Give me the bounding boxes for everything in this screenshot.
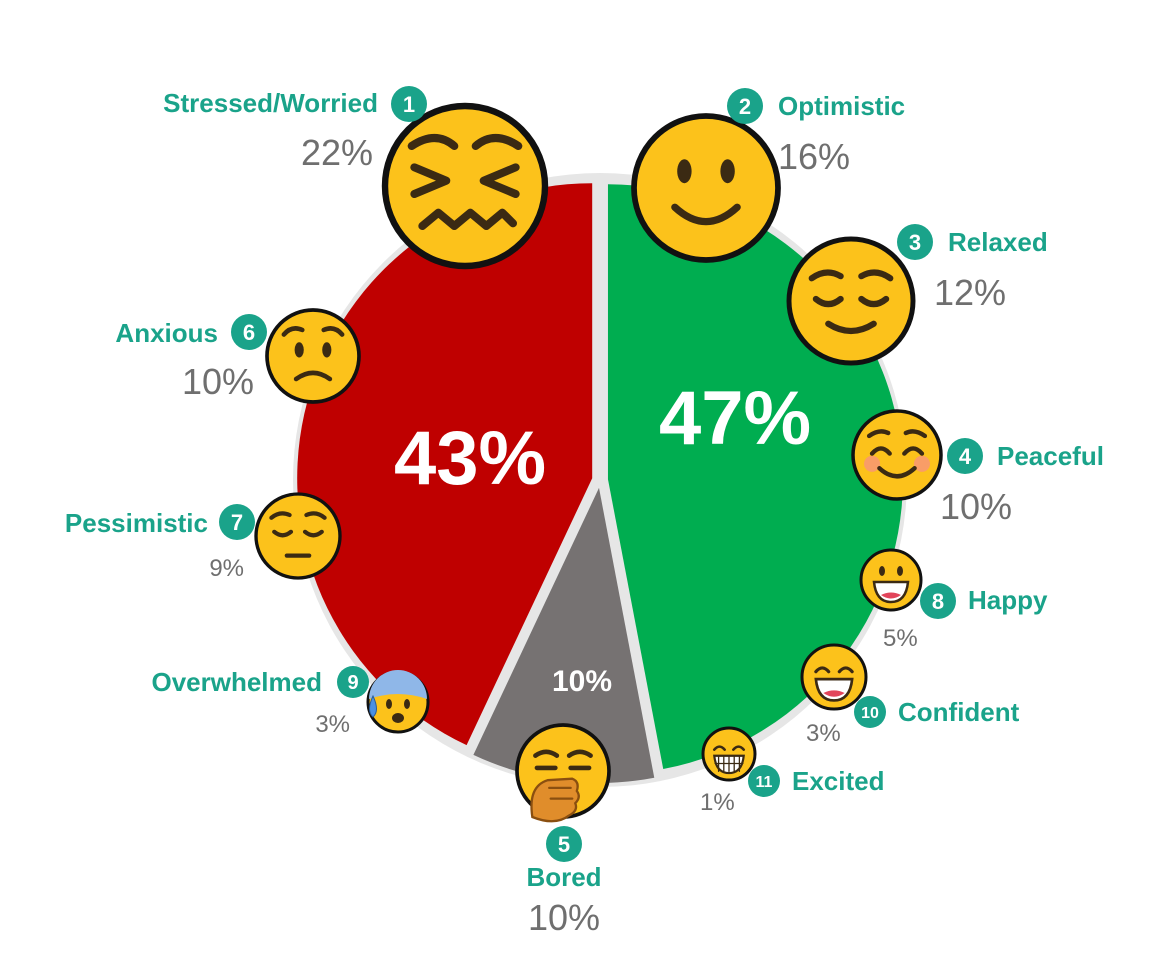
- rank-badge: 8: [920, 583, 956, 619]
- emotion-percent: 3%: [806, 720, 841, 747]
- slice-label-negative: 43%: [394, 416, 546, 501]
- rank-badge: 5: [546, 826, 582, 862]
- callout-optimistic: 2 Optimistic 16%: [727, 88, 905, 177]
- rank-badge: 2: [727, 88, 763, 124]
- emotion-name: Relaxed: [948, 227, 1048, 257]
- rank-number: 7: [231, 510, 243, 535]
- emotion-percent: 10%: [182, 361, 254, 402]
- emotion-percent: 22%: [301, 132, 373, 173]
- rank-badge: 10: [854, 696, 886, 728]
- smiling-face-with-blush-icon: [851, 409, 943, 501]
- callout-relaxed: 3 Relaxed 12%: [897, 224, 1048, 313]
- callout-stressed-worried: 1 Stressed/Worried 22%: [163, 86, 427, 173]
- callout-anxious: 6 Anxious 10%: [115, 314, 267, 402]
- callout-confident: 10 Confident 3%: [806, 696, 1020, 747]
- rank-number: 11: [756, 774, 773, 791]
- emotion-percent: 12%: [934, 272, 1006, 313]
- pensive-face-icon: [254, 492, 342, 580]
- emotion-name: Bored: [526, 862, 601, 892]
- rank-badge: 3: [897, 224, 933, 260]
- rank-badge: 9: [337, 666, 369, 698]
- rank-number: 4: [959, 444, 972, 469]
- rank-number: 2: [739, 94, 751, 119]
- emotion-percent: 1%: [700, 789, 735, 816]
- callout-bored: 5 Bored 10%: [526, 826, 602, 938]
- grinning-face-icon: [859, 548, 923, 612]
- emotion-name: Peaceful: [997, 441, 1104, 471]
- relieved-face-icon: [786, 236, 916, 366]
- rank-number: 5: [558, 832, 570, 857]
- emotion-percent: 10%: [528, 897, 600, 938]
- rank-number: 1: [403, 92, 415, 117]
- rank-number: 6: [243, 320, 255, 345]
- emotion-name: Confident: [898, 697, 1020, 727]
- callout-overwhelmed: 9 Overwhelmed 3%: [151, 666, 369, 738]
- emotion-name: Anxious: [115, 318, 218, 348]
- emotion-name: Happy: [968, 585, 1048, 615]
- emotion-percent: 10%: [940, 486, 1012, 527]
- slice-label-neutral: 10%: [552, 665, 612, 698]
- emotion-name: Excited: [792, 766, 885, 796]
- rank-badge: 7: [219, 504, 255, 540]
- pie-slice-negative: [297, 183, 593, 746]
- rank-badge: 1: [391, 86, 427, 122]
- callout-excited: 11 Excited 1%: [700, 765, 885, 816]
- emotion-name: Pessimistic: [65, 508, 208, 538]
- grinning-face-with-smiling-eyes-icon: [800, 643, 868, 711]
- emotion-name: Stressed/Worried: [163, 88, 378, 118]
- rank-number: 9: [347, 672, 358, 694]
- emotion-percent: 5%: [883, 625, 918, 652]
- rank-badge: 4: [947, 438, 983, 474]
- rank-number: 8: [932, 589, 944, 614]
- rank-number: 10: [861, 705, 879, 722]
- emotion-percent: 3%: [315, 711, 350, 738]
- callout-peaceful: 4 Peaceful 10%: [940, 438, 1104, 527]
- emotion-callouts: 1 Stressed/Worried 22% 2 Optimistic 16% 3 Relax…: [65, 86, 1104, 938]
- slice-label-positive: 47%: [659, 376, 811, 461]
- anxious-face-with-sweat-icon: [366, 670, 430, 734]
- rank-badge: 11: [748, 765, 780, 797]
- rank-badge: 6: [231, 314, 267, 350]
- emotion-name: Optimistic: [778, 91, 905, 121]
- rank-number: 3: [909, 230, 921, 255]
- pie-slice-neutral: [473, 487, 655, 783]
- slightly-smiling-face-icon: [631, 113, 781, 263]
- emotion-percent: 9%: [209, 555, 244, 582]
- beaming-face-icon: [701, 726, 757, 782]
- confounded-face-icon: [381, 102, 549, 270]
- callout-happy: 8 Happy 5%: [883, 583, 1048, 652]
- group-percent-labels: 47% 10% 43%: [394, 376, 811, 698]
- yawning-face-icon: [515, 723, 611, 823]
- emotion-icons: [254, 102, 943, 823]
- emotion-name: Overwhelmed: [151, 667, 322, 697]
- emotion-percent: 16%: [778, 136, 850, 177]
- frowning-face-icon: [265, 308, 361, 404]
